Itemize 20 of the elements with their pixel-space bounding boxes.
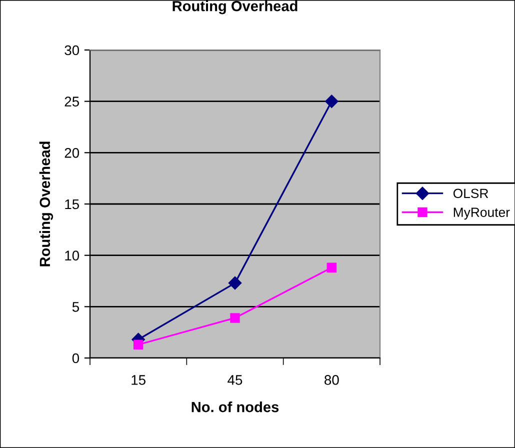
x-tick-label: 45 (228, 375, 242, 385)
point (133, 340, 144, 350)
y-tick-label: 25 (64, 96, 80, 107)
x-tick-label: 15 (132, 375, 146, 385)
y-tick-label: 0 (72, 353, 80, 364)
y-axis-title: Routing Overhead (39, 142, 54, 266)
x-tick-label: 80 (324, 375, 339, 385)
y-tick-label: 10 (65, 250, 80, 261)
y-tick-label: 20 (64, 148, 80, 158)
point (326, 262, 337, 273)
y-tick-label: 5 (72, 302, 79, 312)
x-axis-title: No. of nodes (192, 402, 279, 412)
legend-label: OLSR (453, 188, 488, 198)
y-tick-label: 30 (64, 45, 80, 56)
legend-label: MyRouter (454, 208, 510, 220)
point (325, 94, 338, 108)
y-tick-label: 15 (65, 199, 80, 210)
point (230, 313, 240, 323)
chart-title: Routing Overhead (172, 0, 298, 14)
point (228, 276, 242, 290)
